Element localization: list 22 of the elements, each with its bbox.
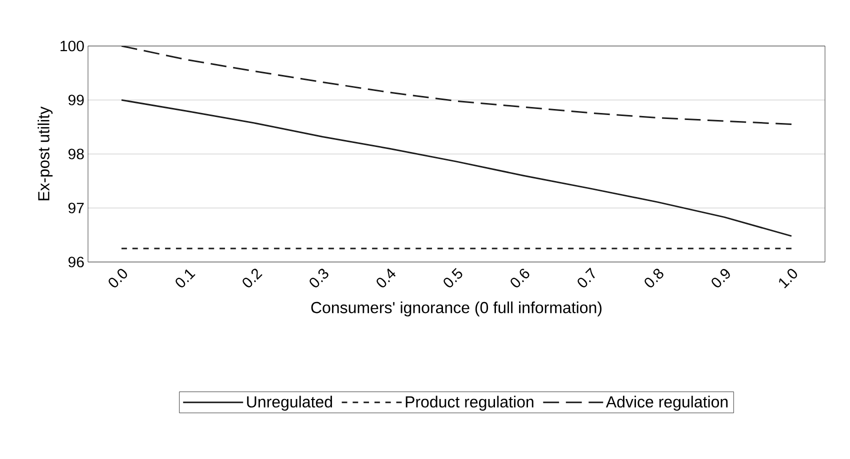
- y-tick-label: 97: [68, 202, 84, 214]
- x-tick-label: 0.0: [108, 268, 128, 288]
- x-tick-label: 0.3: [310, 268, 328, 288]
- legend-label: Unregulated: [247, 396, 332, 411]
- x-tick-label: 0.9: [712, 268, 730, 288]
- x-tick-label: 0.1: [176, 269, 196, 288]
- x-tick-label: 1.0: [779, 268, 798, 288]
- y-tick-label: 98: [68, 148, 84, 160]
- x-tick-label: 0.5: [444, 268, 462, 288]
- x-tick-label: 0.4: [376, 268, 396, 288]
- legend-label: Advice regulation: [606, 396, 728, 411]
- x-tick-label: 0.7: [578, 268, 595, 288]
- x-tick-label: 0.8: [644, 268, 664, 288]
- y-tick-label: 100: [60, 40, 84, 52]
- x-tick-label: 0.6: [510, 268, 530, 288]
- x-axis-title: Consumers' ignorance (0 full information): [311, 302, 602, 316]
- x-tick-label: 0.2: [242, 268, 262, 288]
- y-axis-title: Ex-post utility: [38, 106, 53, 200]
- y-tick-label: 99: [68, 94, 84, 106]
- line-series: [120, 99, 792, 237]
- legend-label: Product regulation: [406, 396, 534, 411]
- y-tick-label: 96: [68, 256, 84, 268]
